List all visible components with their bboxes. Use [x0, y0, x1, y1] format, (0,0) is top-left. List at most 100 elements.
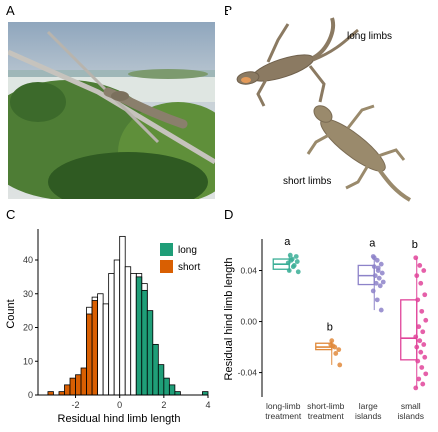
group-data-point — [419, 365, 425, 370]
group-data-point — [413, 255, 419, 261]
panel-letter-a: A — [6, 3, 15, 18]
group-data-point — [374, 297, 380, 303]
histogram-bar-long — [152, 343, 159, 396]
histogram-bar-short — [80, 367, 87, 396]
histogram-bar-short — [86, 313, 93, 396]
legend-swatch-long — [160, 243, 173, 256]
long-limbs-label: long limbs — [347, 31, 393, 42]
group-data-point — [416, 376, 422, 382]
histogram-bar-long — [157, 364, 165, 396]
y-tick-label: 10 — [23, 356, 33, 366]
group-data-point — [371, 255, 377, 261]
y-tick-label: 30 — [23, 289, 33, 299]
histogram-bar-mid — [130, 273, 137, 396]
group-data-point — [288, 257, 294, 263]
group-data-point — [415, 297, 421, 303]
group-data-point — [416, 324, 422, 330]
x-tick-label: 0 — [117, 400, 122, 410]
group-data-point — [413, 385, 419, 391]
lizard-branch-photo — [8, 22, 215, 199]
y-tick-label: -0.04 — [238, 368, 258, 378]
histogram-bar-long — [141, 289, 148, 396]
y-tick-label: 40 — [23, 255, 33, 265]
histogram-bar-mid — [113, 259, 121, 396]
y-axis-title: Residual hind limb length — [223, 258, 235, 381]
histogram-bar-mid — [124, 266, 132, 396]
histogram-bar-short — [64, 384, 71, 396]
y-axis-title: Count — [5, 299, 17, 328]
group-data-point — [418, 349, 424, 355]
group-data-point — [413, 334, 419, 340]
residual-histogram: 0 10 20 30 40 -2 0 2 4 Residual hind limb length C… — [5, 229, 211, 425]
histogram-bar-mid — [108, 273, 115, 396]
legend-label-long: long — [178, 245, 197, 256]
residual-group-scatter: -0.04 0.00 0.04 Residual hind limb length a l… — [223, 236, 429, 421]
group-label-line2: islands — [398, 411, 424, 421]
group-data-point — [380, 279, 386, 285]
group-data-point — [295, 269, 301, 275]
group-data-point — [373, 280, 379, 286]
group-data-point — [287, 252, 293, 258]
x-tick-label: 4 — [205, 400, 210, 410]
group-data-point — [414, 273, 420, 279]
group-data-point — [418, 280, 424, 286]
panel-letter-d: D — [224, 207, 234, 222]
group-data-point — [422, 292, 428, 298]
y-tick-label: 0.04 — [240, 266, 257, 276]
histogram-bar-mid — [97, 293, 104, 396]
group-data-point — [378, 261, 384, 267]
lizard-branch-illustration — [8, 22, 215, 199]
group-data-point — [417, 263, 423, 268]
group-data-point — [329, 338, 335, 344]
short-limbs-label: short limbs — [283, 176, 332, 187]
group-label-line1: large — [359, 401, 378, 411]
group-data-point — [375, 265, 381, 271]
group-data-point — [378, 307, 384, 313]
lizard-comparison-illustration — [228, 10, 434, 210]
x-tick-label: -2 — [72, 400, 80, 410]
significance-letter: a — [369, 237, 376, 249]
y-tick-label: 20 — [23, 323, 33, 333]
y-tick-label: 0 — [28, 390, 33, 400]
group-data-point — [420, 381, 426, 387]
group-data-point — [421, 268, 427, 273]
legend-swatch-short — [160, 260, 173, 273]
group-data-point — [293, 254, 299, 259]
group-data-point — [423, 317, 429, 323]
group-data-point — [423, 371, 429, 377]
histogram-bar-short — [47, 391, 54, 396]
group-data-point — [419, 308, 425, 314]
histogram-bar-mid — [119, 235, 126, 396]
group-label-line2: treatment — [265, 411, 302, 421]
group-data-point — [370, 288, 376, 294]
panel-letter-c: C — [6, 207, 16, 222]
significance-letter: b — [327, 322, 333, 334]
group-label-line2: islands — [355, 411, 381, 421]
group-label-line1: small — [401, 401, 421, 411]
x-tick-label: 2 — [161, 400, 166, 410]
group-label-line1: long-limb — [266, 401, 301, 411]
x-axis-title: Residual hind limb length — [58, 413, 181, 425]
group-data-point — [286, 268, 292, 273]
group-data-point — [417, 338, 423, 344]
histogram-bar-short — [69, 377, 76, 396]
histogram-bar-long — [163, 377, 170, 396]
histogram-bar-short — [75, 374, 82, 396]
histogram-bar-long — [146, 310, 154, 396]
group-data-point — [294, 259, 300, 264]
group-data-point — [379, 270, 385, 276]
histogram-bar-short — [58, 391, 65, 396]
group-data-point — [333, 351, 339, 356]
histogram-bar-long — [202, 391, 209, 396]
group-data-point — [421, 342, 427, 347]
group-data-point — [337, 362, 343, 368]
group-data-point — [330, 343, 336, 349]
group-label-line2: treatment — [308, 411, 345, 421]
group-data-point — [377, 283, 383, 289]
histogram-bar-short — [91, 300, 99, 396]
significance-letter: a — [284, 236, 291, 248]
group-data-point — [371, 264, 377, 270]
group-data-point — [420, 329, 426, 335]
group-label-line1: short-limb — [307, 401, 345, 411]
lizard-comparison-photo — [228, 10, 434, 210]
